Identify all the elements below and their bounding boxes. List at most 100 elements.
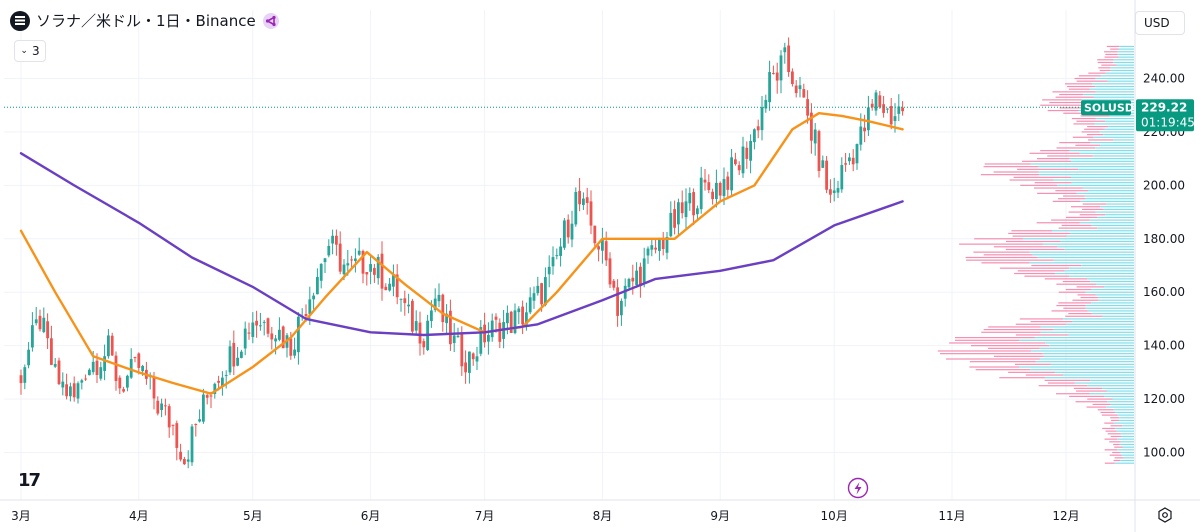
profile-bar-buy bbox=[1093, 96, 1134, 98]
x-tick-label: 8月 bbox=[593, 509, 613, 523]
candle-up bbox=[430, 310, 433, 321]
candle-down bbox=[46, 321, 49, 339]
profile-bar-sell bbox=[987, 347, 1040, 349]
profile-bar-buy bbox=[1066, 235, 1134, 237]
candle-up bbox=[798, 85, 802, 90]
candle-up bbox=[262, 321, 266, 323]
profile-bar-sell bbox=[1072, 299, 1099, 301]
candle-up bbox=[129, 359, 133, 378]
profile-bar-buy bbox=[1082, 187, 1134, 189]
profile-bar-sell bbox=[1107, 433, 1121, 435]
profile-bar-sell bbox=[1110, 48, 1119, 50]
profile-bar-buy bbox=[1069, 267, 1134, 269]
profile-bar-buy bbox=[1065, 323, 1134, 325]
candle-down bbox=[156, 400, 160, 414]
candle-up bbox=[764, 99, 768, 109]
profile-bar-sell bbox=[1058, 302, 1092, 304]
profile-bar-buy bbox=[1097, 227, 1134, 229]
profile-bar-sell bbox=[1059, 93, 1084, 96]
candle-down bbox=[304, 313, 308, 317]
profile-bar-buy bbox=[1114, 411, 1134, 414]
candle-up bbox=[221, 377, 224, 387]
symbol-header[interactable]: ソラナ／米ドル・1日・Binance bbox=[10, 10, 280, 31]
profile-bar-buy bbox=[1087, 385, 1134, 387]
candle-up bbox=[190, 426, 194, 463]
candle-down bbox=[380, 253, 384, 289]
profile-bar-buy bbox=[1095, 147, 1134, 149]
profile-bar-buy bbox=[1119, 417, 1134, 419]
profile-bar-buy bbox=[1083, 93, 1134, 96]
profile-bar-buy bbox=[1029, 262, 1134, 264]
profile-bar-sell bbox=[1019, 318, 1064, 320]
candle-up bbox=[376, 256, 380, 279]
profile-bar-sell bbox=[988, 326, 1041, 328]
profile-bar-sell bbox=[1110, 435, 1122, 438]
candle-down bbox=[72, 383, 76, 398]
indicators-toggle-button[interactable]: ⌄ 3 bbox=[14, 40, 46, 62]
last-price-label: 229.22 bbox=[1141, 100, 1187, 114]
profile-bar-sell bbox=[1037, 158, 1070, 160]
candle-down bbox=[593, 225, 597, 244]
tradingview-logo: 17 bbox=[18, 470, 41, 491]
candle-up bbox=[392, 275, 395, 287]
profile-bar-sell bbox=[1037, 192, 1077, 194]
x-tick-label: 7月 bbox=[475, 509, 495, 523]
profile-bar-sell bbox=[969, 361, 1036, 363]
profile-bar-sell bbox=[1113, 443, 1120, 446]
profile-bar-buy bbox=[1093, 136, 1134, 138]
profile-bar-buy bbox=[1091, 224, 1134, 227]
profile-bar-sell bbox=[939, 353, 1043, 355]
candle-up bbox=[414, 321, 418, 331]
candle-up bbox=[437, 294, 441, 302]
symbol-title: ソラナ／米ドル・1日・Binance bbox=[36, 12, 256, 30]
gear-icon[interactable] bbox=[1157, 507, 1173, 523]
profile-bar-buy bbox=[1049, 345, 1134, 347]
profile-bar-sell bbox=[1076, 120, 1106, 122]
candle-down bbox=[498, 322, 502, 342]
profile-bar-sell bbox=[1021, 160, 1072, 162]
profile-bar-sell bbox=[1065, 216, 1098, 219]
profile-bar-buy bbox=[1091, 302, 1134, 304]
candle-up bbox=[316, 276, 319, 295]
candle-up bbox=[874, 92, 878, 111]
profile-bar-buy bbox=[1095, 91, 1134, 93]
profile-bar-sell bbox=[1058, 291, 1086, 293]
profile-bar-sell bbox=[1088, 72, 1106, 74]
candle-down bbox=[205, 395, 209, 398]
candle-up bbox=[715, 182, 718, 200]
profile-bar-sell bbox=[983, 254, 1033, 256]
profile-bar-buy bbox=[1090, 280, 1134, 283]
candle-down bbox=[521, 306, 524, 325]
candle-down bbox=[882, 104, 885, 113]
profile-bar-sell bbox=[1073, 123, 1095, 125]
candle-down bbox=[137, 353, 141, 368]
profile-bar-sell bbox=[1109, 441, 1121, 443]
currency-button[interactable]: USD bbox=[1135, 11, 1185, 35]
x-tick-label: 12月 bbox=[1052, 509, 1079, 523]
candle-down bbox=[775, 72, 779, 81]
profile-bar-buy bbox=[1106, 406, 1134, 408]
candle-up bbox=[688, 193, 692, 204]
profile-bar-sell bbox=[1071, 117, 1096, 120]
candle-down bbox=[194, 424, 198, 426]
y-tick-label: 200.00 bbox=[1143, 178, 1185, 192]
profile-bar-buy bbox=[1039, 347, 1134, 349]
profile-bar-sell bbox=[1064, 83, 1093, 85]
share-icon[interactable] bbox=[262, 12, 280, 30]
profile-bar-sell bbox=[1038, 385, 1088, 387]
profile-bar-buy bbox=[1060, 240, 1134, 243]
profile-bar-buy bbox=[1122, 446, 1134, 448]
candle-down bbox=[585, 197, 589, 204]
candle-down bbox=[608, 258, 612, 285]
candle-up bbox=[897, 106, 901, 114]
profile-bar-sell bbox=[1068, 88, 1090, 90]
profile-bar-sell bbox=[970, 345, 1050, 347]
profile-bar-buy bbox=[1107, 80, 1134, 82]
candle-down bbox=[612, 280, 616, 288]
profile-bar-buy bbox=[1103, 208, 1134, 210]
profile-bar-sell bbox=[1068, 211, 1096, 213]
candle-up bbox=[779, 55, 783, 81]
candle-up bbox=[445, 313, 448, 324]
candle-down bbox=[110, 335, 114, 356]
